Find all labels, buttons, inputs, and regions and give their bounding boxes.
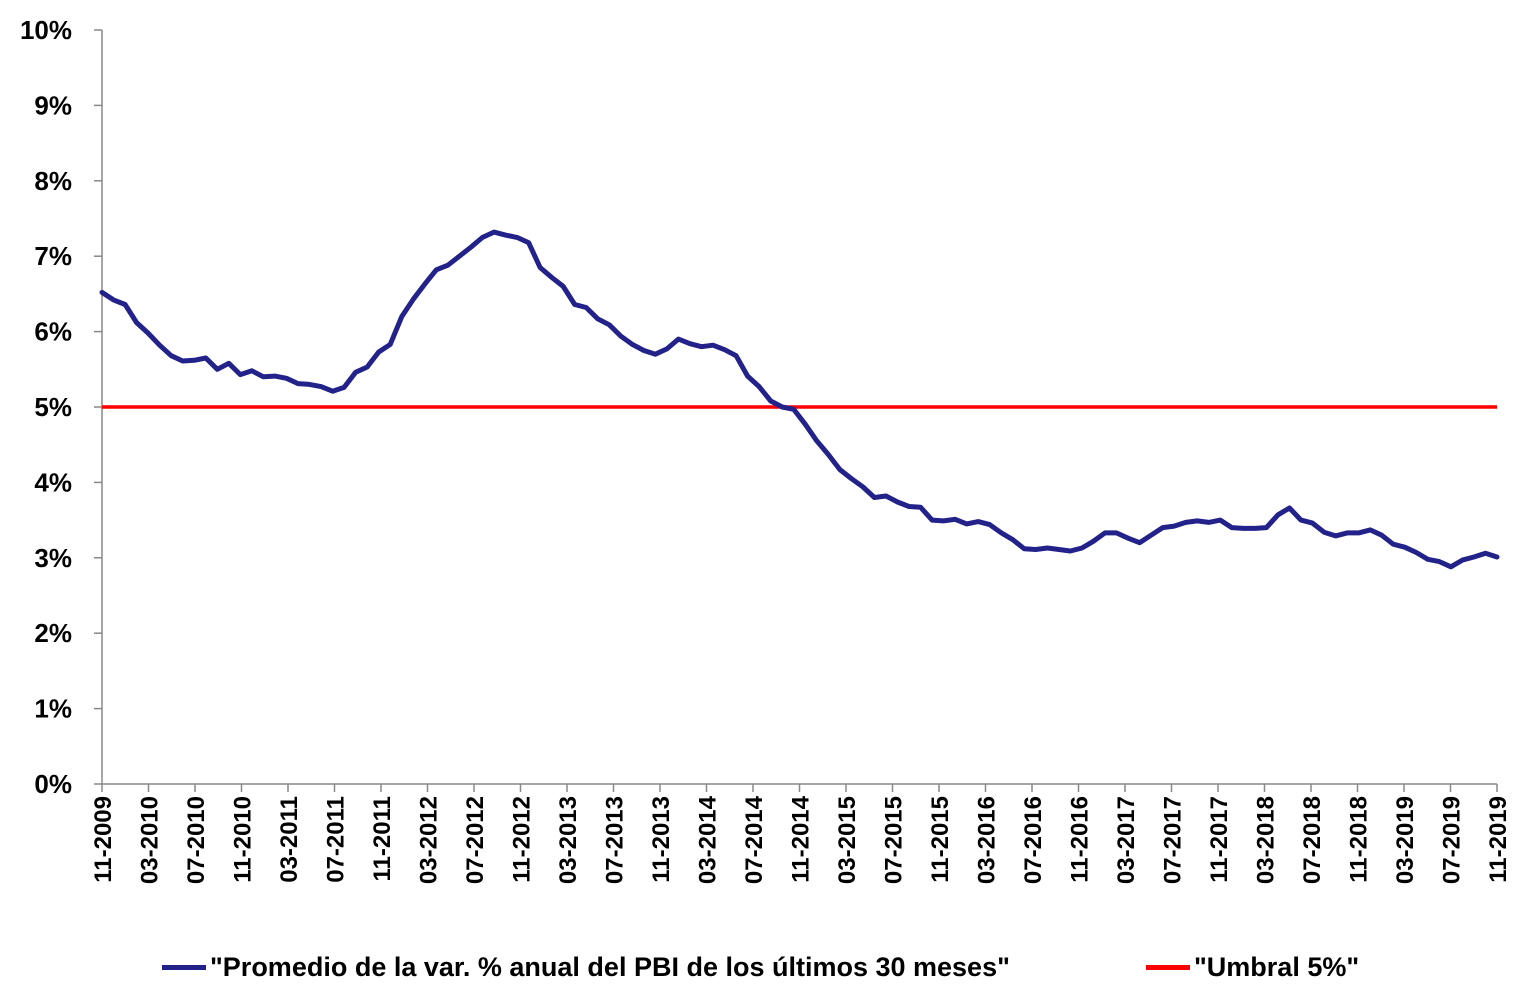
legend: "Promedio de la var. % anual del PBI de … [0,944,1526,994]
x-axis: 11-2009 03-2010 07-2010 11-2010 03-2011 07-20… [90,783,1512,884]
x-tick-label: 11-2012 [509,796,536,883]
x-tick-label: 07-2012 [462,796,489,884]
y-tick-label: 7% [34,241,72,271]
legend-label-umbral: "Umbral 5%" [1194,952,1360,982]
x-tick-label: 03-2016 [974,796,1001,884]
line-chart: 0% 1% 2% 3% 4% 5% 6% 7% 8% 9% 10% 11-2009 03-2010 07… [20,15,1512,884]
x-tick-label: 11-2019 [1485,796,1512,883]
x-tick-label: 07-2014 [741,795,768,884]
series-line-promedio [99,229,1500,570]
x-tick-label: 11-2017 [1206,796,1233,883]
x-tick-label: 07-2015 [881,796,908,884]
y-tick-label: 3% [34,543,72,573]
x-tick-label: 07-2019 [1439,796,1466,884]
x-tick-label: 11-2011 [369,796,396,881]
y-tick-label: 8% [34,166,72,196]
legend-label-promedio: "Promedio de la var. % anual del PBI de … [210,952,1010,982]
x-tick-label: 07-2010 [183,796,210,884]
x-tick-label: 11-2016 [1067,796,1094,883]
x-tick-label: 11-2015 [927,796,954,883]
y-tick-label: 10% [20,15,72,45]
series-layer [99,229,1500,570]
y-tick-label: 6% [34,317,72,347]
x-tick-label: 11-2018 [1346,796,1373,883]
x-tick-label: 03-2012 [416,796,443,884]
y-tick-label: 9% [34,90,72,120]
legend-swatch-promedio [162,965,206,970]
y-tick-label: 0% [34,769,72,799]
y-tick-label: 2% [34,618,72,648]
x-tick-label: 03-2018 [1253,796,1280,884]
y-tick-label: 5% [34,392,72,422]
x-tick-label: 03-2010 [137,796,164,884]
x-tick-label: 07-2017 [1160,796,1187,884]
x-tick-label: 11-2013 [648,796,675,883]
x-tick-label: 07-2018 [1299,796,1326,884]
x-tick-label: 11-2009 [90,796,117,883]
y-tick-label: 1% [34,694,72,724]
x-tick-label: 03-2013 [555,796,582,884]
x-tick-label: 11-2010 [230,796,257,883]
x-tick-label: 11-2014 [788,795,815,882]
x-tick-label: 07-2016 [1020,796,1047,884]
x-tick-label: 07-2013 [602,796,629,884]
legend-item-umbral: "Umbral 5%" [1146,952,1359,983]
x-tick-label: 03-2015 [834,796,861,884]
legend-item-promedio: "Promedio de la var. % anual del PBI de … [162,952,1010,983]
x-tick-label: 03-2019 [1392,796,1419,884]
x-tick-label: 07-2011 [323,796,350,883]
y-tick-label: 4% [34,467,72,497]
legend-swatch-umbral [1146,965,1190,970]
x-tick-label: 03-2017 [1113,796,1140,884]
x-tick-label: 03-2011 [276,796,303,883]
x-tick-label: 03-2014 [695,795,722,884]
y-axis: 0% 1% 2% 3% 4% 5% 6% 7% 8% 9% 10% [20,15,103,799]
